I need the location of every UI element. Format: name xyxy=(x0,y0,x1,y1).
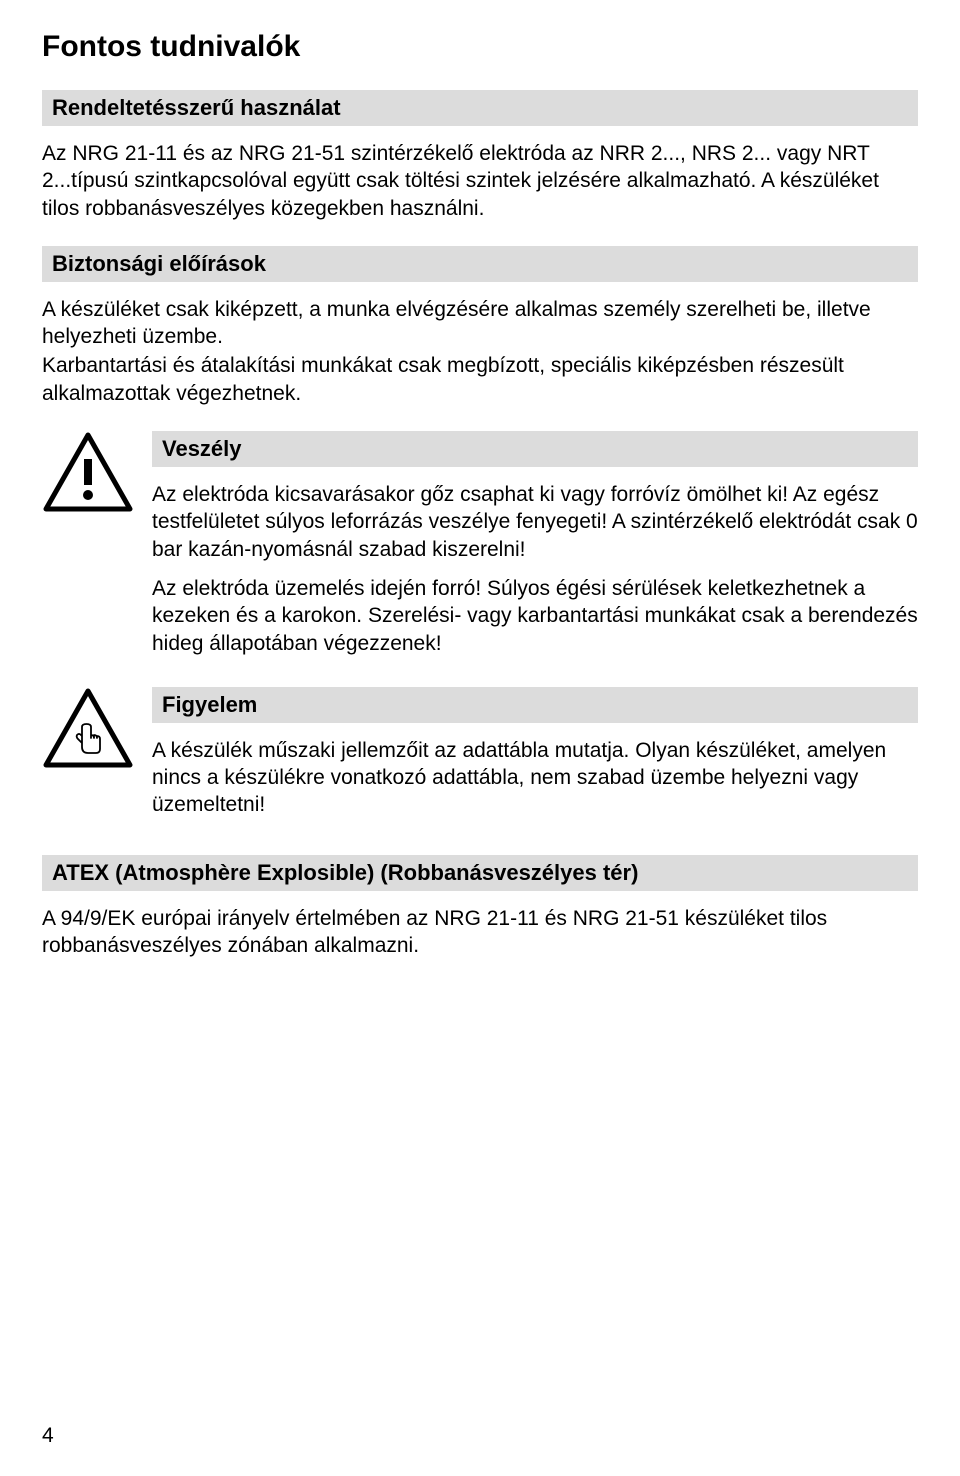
page-number: 4 xyxy=(42,1424,54,1448)
text-atex: A 94/9/EK európai irányelv értelmében az… xyxy=(42,905,918,960)
label-danger: Veszély xyxy=(152,431,918,467)
label-attention: Figyelem xyxy=(152,687,918,723)
text-attention-1: A készülék műszaki jellemzőit az adattáb… xyxy=(152,737,918,819)
text-safety-1: A készüléket csak kiképzett, a munka elv… xyxy=(42,296,918,351)
heading-safety: Biztonsági előírások xyxy=(42,246,918,282)
text-danger-1: Az elektróda kicsavarásakor gőz csaphat … xyxy=(152,481,918,563)
text-danger-2: Az elektróda üzemelés idején forró! Súly… xyxy=(152,575,918,657)
text-safety-2: Karbantartási és átalakítási munkákat cs… xyxy=(42,352,918,407)
page-title: Fontos tudnivalók xyxy=(42,30,918,64)
text-intended-use: Az NRG 21-11 és az NRG 21-51 szintérzéke… xyxy=(42,140,918,222)
warning-triangle-icon xyxy=(42,431,134,513)
hand-pointer-triangle-icon xyxy=(42,687,134,769)
heading-intended-use: Rendeltetésszerű használat xyxy=(42,90,918,126)
heading-atex: ATEX (Atmosphère Explosible) (Robbanásve… xyxy=(42,855,918,891)
